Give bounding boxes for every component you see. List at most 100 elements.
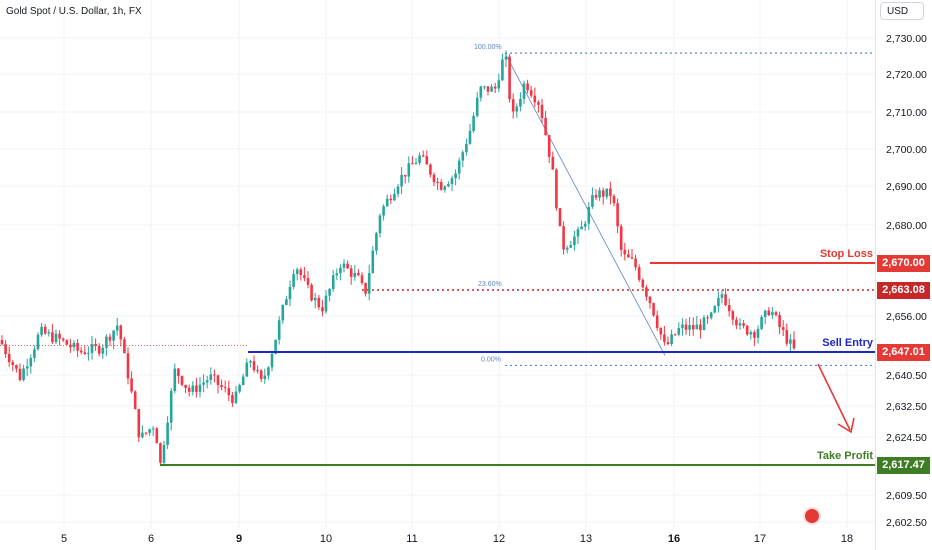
- candle-body: [569, 245, 573, 248]
- candle-body: [159, 443, 162, 463]
- x-tick-label: 5: [61, 533, 67, 545]
- candle-body: [645, 287, 648, 297]
- candle-body: [641, 279, 645, 288]
- candle-body: [295, 269, 299, 274]
- price-axis-border: [875, 0, 876, 550]
- candle-body: [87, 352, 90, 354]
- candle-body: [781, 327, 785, 330]
- candle-body: [457, 160, 461, 174]
- candle-body: [61, 338, 65, 341]
- candle-body: [331, 275, 335, 290]
- resistance-price-tag: 2,663.08: [877, 281, 930, 299]
- y-tick-label: 2,720.00: [886, 69, 927, 81]
- candle-body: [792, 339, 796, 349]
- candle-body: [169, 390, 173, 423]
- candle-body: [256, 370, 259, 372]
- candle-body: [403, 174, 407, 177]
- candle-body: [274, 339, 277, 354]
- us-flag-icon[interactable]: [805, 509, 819, 523]
- candle-body: [763, 310, 767, 317]
- candle-body: [749, 332, 753, 335]
- candle-body: [684, 324, 688, 330]
- price-axis[interactable]: 2,730.00 2,720.00 2,710.00 2,700.00 2,690.00…: [886, 33, 927, 529]
- candle-body: [177, 368, 180, 377]
- candle-body: [555, 169, 558, 209]
- sell-entry-label: Sell Entry: [822, 337, 873, 349]
- candle-body: [306, 278, 310, 285]
- candle-body: [580, 226, 583, 230]
- candle-body: [299, 269, 303, 276]
- candle-body: [486, 86, 490, 92]
- x-tick-label: 16: [668, 533, 680, 545]
- candle-body: [447, 184, 450, 187]
- candle-body: [576, 229, 580, 237]
- currency-button[interactable]: USD: [880, 2, 924, 20]
- y-tick-label: 2,700.00: [886, 144, 927, 156]
- candle-body: [220, 385, 223, 388]
- candle-body: [706, 317, 709, 319]
- candle-body: [371, 250, 375, 274]
- candle-body: [123, 339, 126, 354]
- candle-body: [562, 226, 565, 250]
- candle-body: [731, 311, 735, 320]
- candle-body: [126, 353, 130, 379]
- candle-body: [375, 233, 378, 251]
- candle-body: [418, 155, 421, 163]
- candle-body: [756, 328, 760, 338]
- candle-body: [195, 385, 198, 392]
- candle-body: [141, 432, 144, 438]
- candle-body: [349, 268, 353, 277]
- candle-body: [382, 206, 385, 216]
- candle-body: [234, 391, 238, 403]
- candle-body: [533, 95, 537, 103]
- candle-body: [623, 249, 627, 255]
- candle-body: [364, 282, 367, 294]
- take-profit-price-tag: 2,617.47: [877, 456, 930, 474]
- candle-body: [713, 306, 717, 313]
- y-tick-label: 2,730.00: [886, 33, 927, 45]
- candle-body: [313, 297, 317, 301]
- fibonacci-retracement: 100.00% 23.60% 0.00%: [362, 44, 875, 367]
- candle-body: [339, 267, 342, 274]
- candle-body: [148, 429, 151, 433]
- candle-body: [573, 236, 576, 246]
- candle-body: [587, 206, 591, 224]
- candle-body: [709, 312, 713, 318]
- candlestick-series: [0, 50, 796, 467]
- candle-body: [346, 263, 349, 269]
- candle-body: [760, 316, 763, 329]
- candle-body: [493, 86, 497, 89]
- time-axis[interactable]: 5 6 9 10 11 12 13 16 17 18: [61, 533, 853, 545]
- candle-body: [414, 162, 418, 165]
- candle-body: [155, 428, 159, 444]
- candle-body: [151, 428, 155, 430]
- candle-body: [303, 275, 306, 279]
- candle-body: [191, 385, 195, 392]
- candle-body: [454, 173, 457, 179]
- take-profit-label: Take Profit: [816, 450, 873, 462]
- candle-body: [36, 334, 40, 350]
- candle-body: [223, 387, 227, 389]
- candle-body: [735, 319, 738, 326]
- fib-level-label: 0.00%: [481, 356, 501, 363]
- candle-body: [472, 115, 475, 131]
- candle-body: [270, 353, 274, 368]
- candle-body: [551, 156, 555, 170]
- y-tick-label: 2,640.50: [886, 370, 927, 382]
- candle-body: [702, 317, 706, 330]
- candle-body: [252, 361, 256, 371]
- candle-body: [263, 375, 267, 380]
- candle-body: [598, 190, 601, 198]
- candle-body: [389, 198, 393, 201]
- candle-body: [616, 203, 619, 227]
- candle-body: [353, 272, 357, 277]
- candle-body: [83, 352, 87, 354]
- candle-body: [677, 327, 681, 335]
- candle-body: [292, 273, 295, 287]
- candle-body: [619, 226, 623, 250]
- candle-body: [400, 174, 403, 187]
- candle-body: [105, 336, 108, 348]
- candle-body: [285, 299, 288, 305]
- candle-body: [245, 362, 249, 377]
